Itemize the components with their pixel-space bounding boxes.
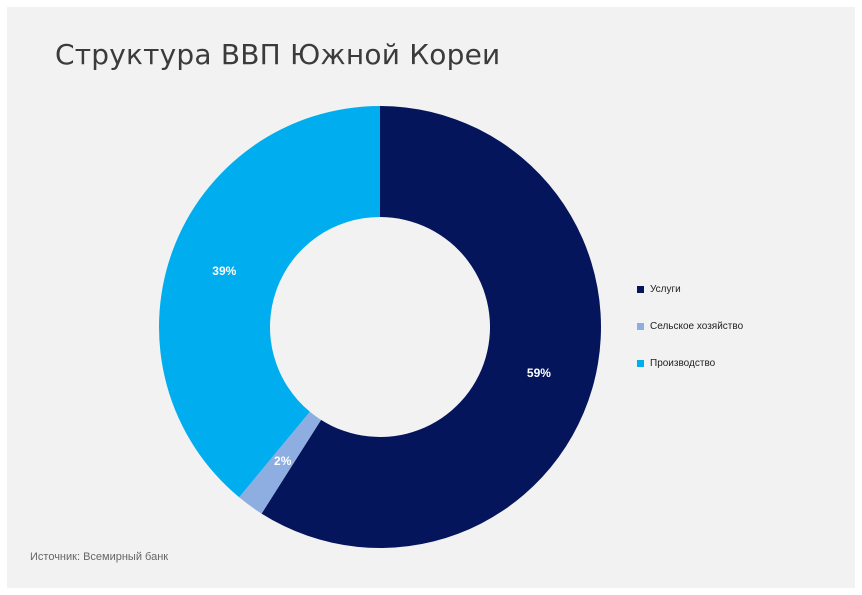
- slice-manufacturing: [159, 106, 380, 498]
- legend-item-agriculture: Сельское хозяйство: [637, 319, 743, 333]
- slice-services: [261, 106, 601, 548]
- slice-agriculture: [239, 411, 322, 514]
- data-label: 59%: [527, 366, 551, 380]
- legend-swatch: [637, 359, 644, 367]
- legend-swatch: [637, 322, 644, 330]
- legend-label: Производство: [650, 357, 716, 369]
- legend-swatch: [637, 285, 644, 293]
- legend-item-manufacturing: Производство: [637, 356, 743, 370]
- legend-item-services: Услуги: [637, 282, 743, 296]
- chart-title: Структура ВВП Южной Кореи: [55, 38, 501, 71]
- legend-label: Сельское хозяйство: [650, 320, 744, 332]
- chart-legend: Услуги Сельское хозяйство Производство: [637, 282, 743, 393]
- legend-label: Услуги: [650, 283, 681, 295]
- source-note: Источник: Всемирный банк: [30, 551, 169, 563]
- data-label: 2%: [274, 454, 292, 468]
- data-label: 39%: [212, 264, 236, 278]
